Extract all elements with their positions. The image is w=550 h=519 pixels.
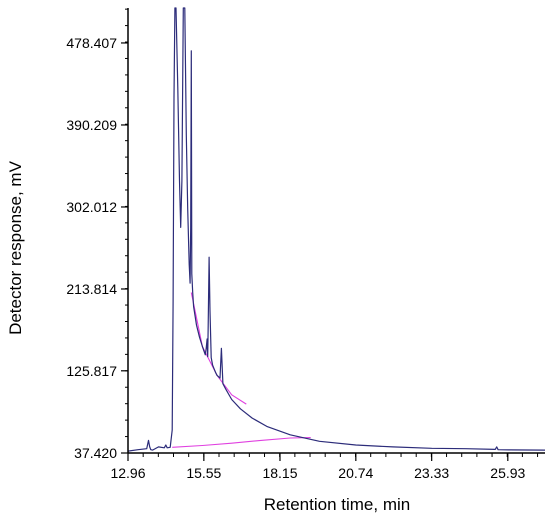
y-tick-label: 390.209 xyxy=(66,117,117,133)
y-tick-label: 478.407 xyxy=(66,35,117,51)
y-axis: 37.420 125.817 213.814 302.012 390.209 478.40… xyxy=(66,8,129,461)
x-tick-label: 23.33 xyxy=(414,465,449,481)
y-tick-label: 125.817 xyxy=(66,363,117,379)
signal-trace xyxy=(127,7,546,452)
y-tick-label: 37.420 xyxy=(74,445,117,461)
y-axis-title: Detector response, mV xyxy=(6,160,25,335)
baseline-trace-1 xyxy=(172,437,311,448)
x-tick-label: 25.93 xyxy=(490,465,525,481)
y-tick-label: 302.012 xyxy=(66,199,117,215)
x-tick-label: 12.96 xyxy=(110,465,145,481)
y-tick-label: 213.814 xyxy=(66,281,117,297)
baseline-trace-2 xyxy=(190,292,247,405)
x-tick-label: 20.74 xyxy=(338,465,373,481)
x-tick-label: 18.15 xyxy=(262,465,297,481)
x-tick-label: 15.55 xyxy=(186,465,221,481)
plot-area xyxy=(127,7,546,452)
x-axis-title: Retention time, min xyxy=(264,495,410,514)
x-axis: 12.96 15.55 18.15 20.74 23.33 25.93 xyxy=(110,452,545,481)
